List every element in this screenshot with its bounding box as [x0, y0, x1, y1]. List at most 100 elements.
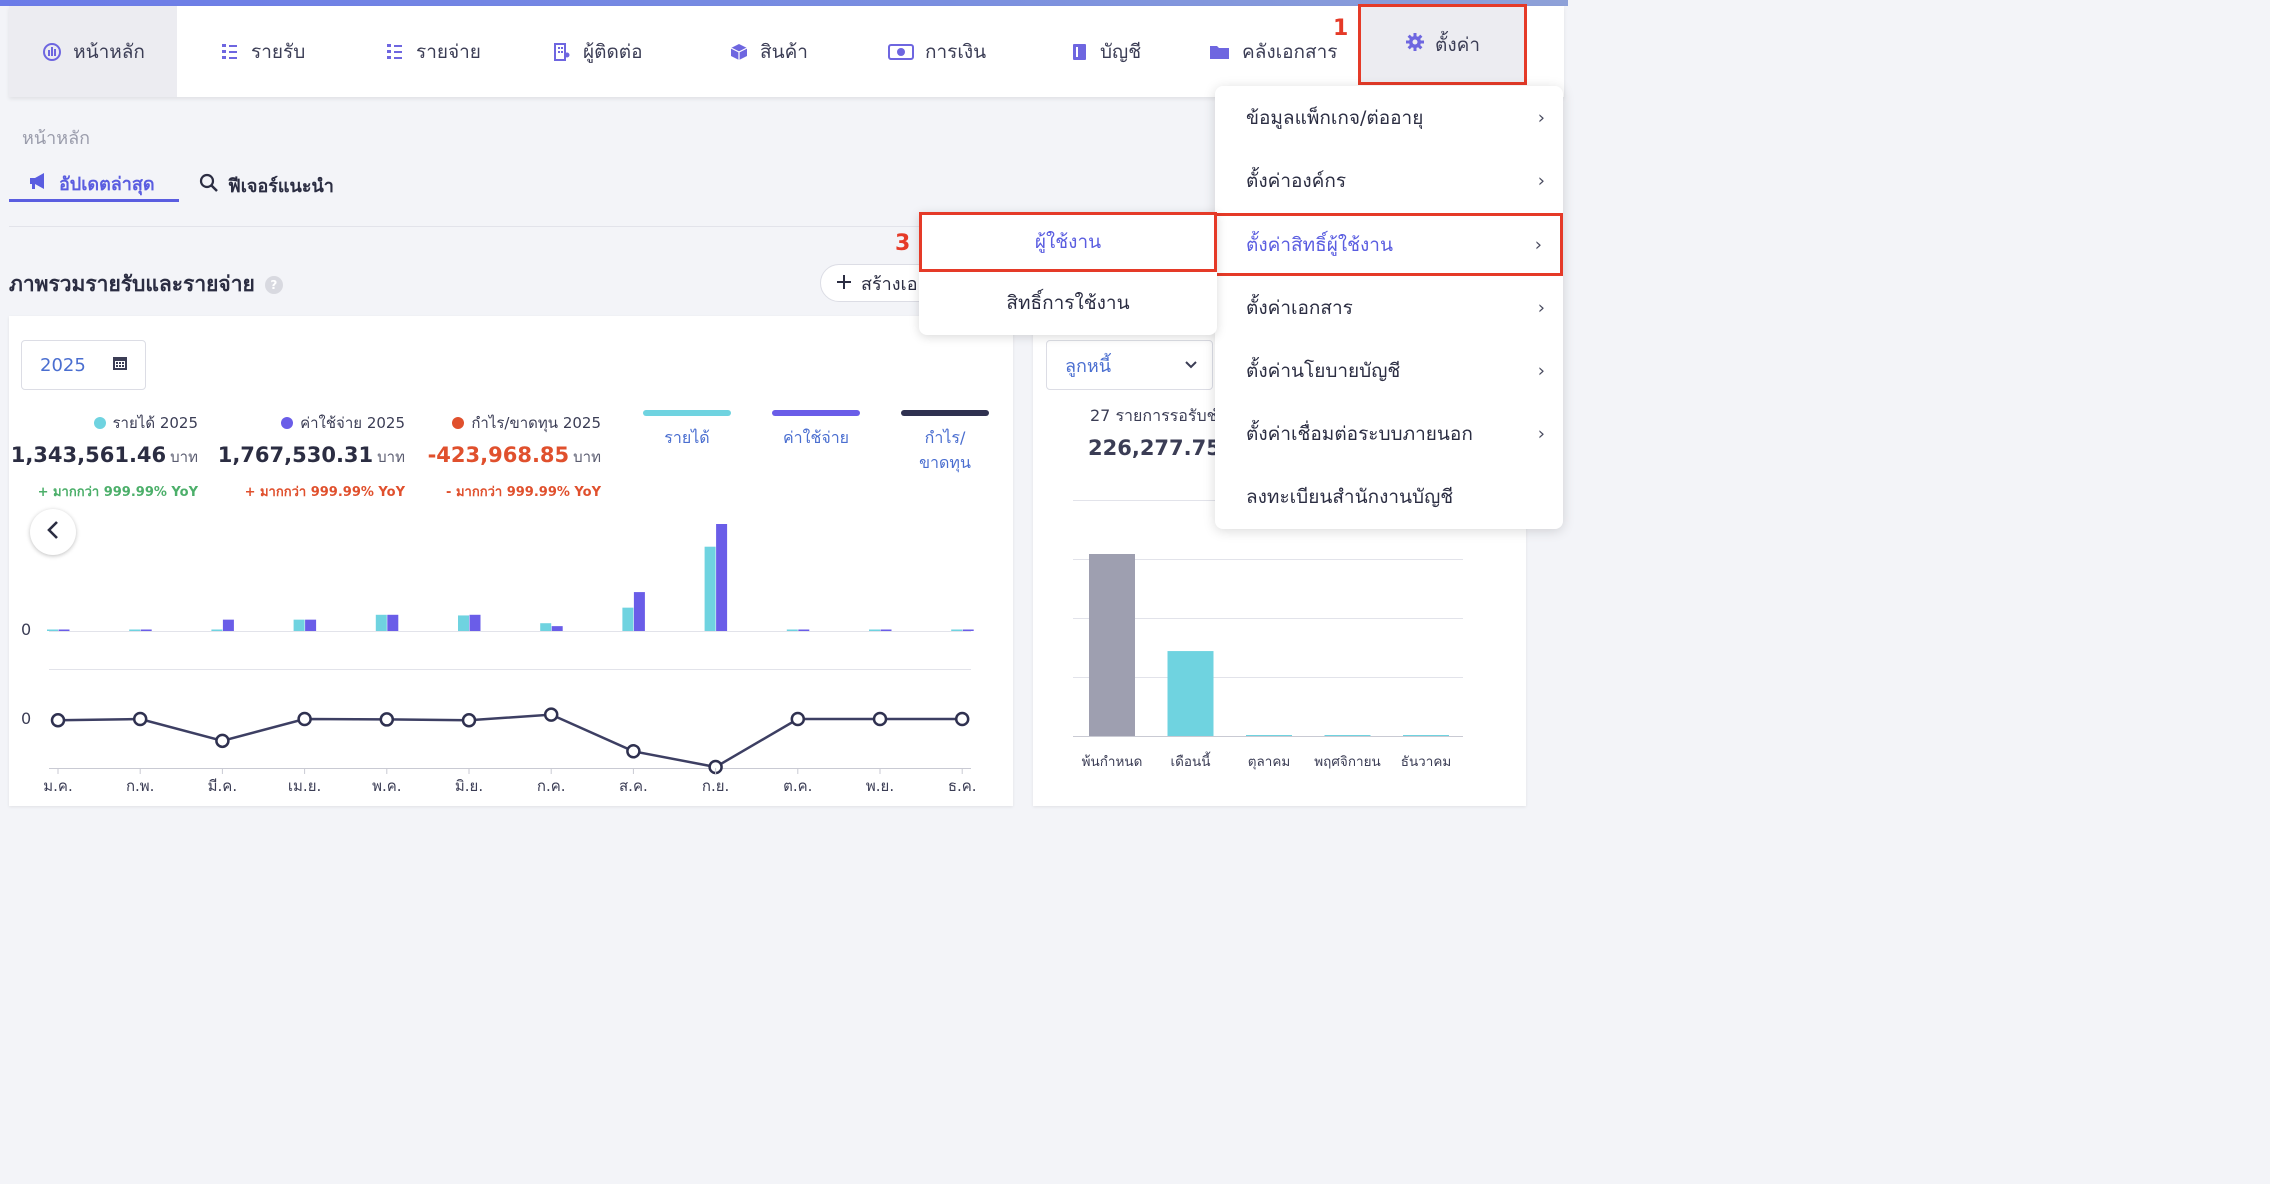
nav-item-contacts[interactable]: ผู้ติดต่อ: [551, 6, 643, 97]
chevron-right-icon: ›: [1537, 107, 1545, 128]
expense-value: 1,767,530.31: [217, 443, 374, 467]
receivable-type-select[interactable]: ลูกหนี้: [1046, 340, 1213, 390]
x-axis-tick-label: เม.ย.: [288, 777, 321, 795]
previous-year-button[interactable]: [30, 509, 76, 555]
nav-item-income[interactable]: รายรับ: [219, 6, 305, 97]
expense-bar: [469, 614, 481, 631]
expense-bar: [58, 629, 70, 631]
legend-profit-loss[interactable]: กำไร/ขาดทุน: [901, 410, 989, 476]
expense-bar: [222, 619, 234, 631]
income-bar: [375, 614, 387, 631]
x-axis-tick-label: ม.ค.: [43, 777, 72, 795]
section-divider: [9, 226, 1209, 227]
contacts-icon: [551, 41, 573, 63]
income-bar: [951, 629, 963, 631]
aging-x-tick-label: เดือนนี้: [1171, 751, 1211, 770]
x-axis-tick-label: ก.ค.: [537, 777, 566, 795]
stat-expense: ค่าใช้จ่าย 2025 1,767,530.31 บาท + มากกว่…: [217, 414, 405, 500]
income-yoy: + มากกว่า 999.99% YoY: [37, 485, 198, 500]
pending-receivables-text: 27 รายการรอรับชำระ: [1090, 406, 1216, 425]
menu-item-user-permissions[interactable]: ตั้งค่าสิทธิ์ผู้ใช้งาน ›: [1215, 213, 1563, 276]
income-bar: [786, 629, 798, 631]
chevron-right-icon: ›: [1537, 170, 1545, 191]
expense-bar: [880, 629, 892, 631]
x-axis-tick-label: มี.ค.: [208, 777, 237, 795]
profit-loss-point: [543, 707, 559, 722]
expense-bar: [551, 626, 563, 631]
bar-chart-y-tick-label: 0: [21, 620, 31, 639]
gear-icon: [1405, 32, 1425, 57]
nav-item-finance[interactable]: การเงิน: [887, 6, 986, 97]
profit-loss-point: [50, 713, 66, 728]
help-icon[interactable]: ?: [264, 275, 283, 294]
nav-item-label: รายรับ: [251, 40, 306, 63]
year-picker[interactable]: 2025: [21, 340, 146, 390]
submenu-item-users[interactable]: ผู้ใช้งาน: [919, 212, 1217, 272]
stat-profit-loss: กำไร/ขาดทุน 2025 -423,968.85 บาท - มากกว่…: [427, 414, 601, 500]
user-permissions-submenu: ผู้ใช้งาน สิทธิ์การใช้งาน: [919, 212, 1217, 335]
nav-item-label: ผู้ติดต่อ: [583, 40, 643, 63]
aging-bar: [1324, 735, 1371, 736]
nav-item-home[interactable]: หน้าหลัก: [9, 6, 177, 97]
x-axis-tick-label: ส.ค.: [619, 777, 648, 795]
main-nav: หน้าหลัก รายรับ รายจ่าย ผู้ติดต่อ สินค้า…: [9, 6, 1564, 97]
income-value: 1,343,561.46: [10, 443, 167, 467]
chevron-right-icon: ›: [1537, 360, 1545, 381]
aging-chart: พ้นกำหนด เดือนนี้ ตุลาคม พฤศจิกายน ธันวาคม: [1073, 500, 1463, 770]
chevron-down-icon: [1184, 355, 1198, 376]
nav-item-settings[interactable]: ตั้งค่า: [1358, 4, 1527, 85]
nav-item-documents[interactable]: คลังเอกสาร: [1208, 6, 1338, 97]
nav-item-label: สินค้า: [760, 40, 808, 63]
income-bar: [540, 623, 552, 631]
expense-bar: [962, 629, 974, 631]
expense-bar: [387, 614, 399, 631]
menu-item-package-renewal[interactable]: ข้อมูลแพ็กเกจ/ต่ออายุ ›: [1246, 106, 1545, 129]
menu-item-external-integrations[interactable]: ตั้งค่าเชื่อมต่อระบบภายนอก ›: [1246, 422, 1545, 445]
chevron-right-icon: ›: [1537, 297, 1545, 318]
line-chart-y-tick-label: 0: [21, 709, 31, 728]
aging-x-tick-label: พฤศจิกายน: [1314, 754, 1380, 770]
stat-income: รายได้ 2025 1,343,561.46 บาท + มากกว่า 99…: [10, 414, 198, 500]
income-bar: [211, 629, 223, 631]
legend-swatch: [643, 410, 731, 416]
income-bar: [704, 546, 716, 631]
income-bar: [869, 629, 880, 631]
money-icon: [887, 41, 915, 63]
tab-recommended-features[interactable]: ฟีเจอร์แนะนำ: [199, 168, 334, 202]
legend-income[interactable]: รายได้: [643, 410, 731, 451]
income-expense-overview-card: 2025 รายได้ 2025 1,343,561.46 บาท + มากกว…: [9, 316, 1013, 806]
chevron-right-icon: ›: [1534, 234, 1542, 255]
profit-loss-point: [297, 711, 312, 727]
expense-yoy: + มากกว่า 999.99% YoY: [244, 485, 405, 500]
income-bar: [47, 629, 58, 631]
x-axis-tick-label: ก.ย.: [702, 777, 729, 795]
aging-x-tick-label: ตุลาคม: [1248, 754, 1291, 770]
nav-item-products[interactable]: สินค้า: [728, 6, 808, 97]
menu-item-accounting-policy[interactable]: ตั้งค่านโยบายบัญชี ›: [1246, 359, 1545, 382]
submenu-item-access-rights[interactable]: สิทธิ์การใช้งาน: [1006, 292, 1130, 314]
nav-item-label: บัญชี: [1100, 40, 1142, 63]
aging-bar: [1089, 554, 1135, 736]
menu-item-organization-settings[interactable]: ตั้งค่าองค์กร ›: [1246, 169, 1545, 192]
x-axis-tick-label: พ.ค.: [372, 777, 401, 795]
income-bar: [293, 619, 305, 631]
expense-bar: [305, 619, 317, 631]
nav-item-accounting[interactable]: บัญชี: [1068, 6, 1141, 97]
expense-bar: [716, 524, 728, 631]
account-book-icon: [1068, 41, 1090, 63]
x-axis-tick-label: ต.ค.: [783, 777, 812, 795]
breadcrumb: หน้าหลัก: [22, 128, 91, 149]
menu-item-register-accounting-office[interactable]: ลงทะเบียนสำนักงานบัญชี: [1246, 485, 1454, 508]
menu-item-document-settings[interactable]: ตั้งค่าเอกสาร ›: [1246, 296, 1545, 319]
profit-loss-point: [379, 712, 395, 727]
top-accent-strip: [0, 0, 1568, 6]
calendar-icon: [112, 355, 128, 376]
nav-item-expense[interactable]: รายจ่าย: [384, 6, 481, 97]
aging-x-tick-label: พ้นกำหนด: [1082, 754, 1143, 770]
tab-latest-updates[interactable]: อัปเดตล่าสุด: [9, 168, 179, 202]
annotation-step-1: 1: [1333, 16, 1349, 41]
profit-loss-point: [790, 711, 806, 727]
annotation-step-3: 3: [895, 231, 911, 256]
profit-loss-point: [461, 713, 477, 728]
legend-expense[interactable]: ค่าใช้จ่าย: [772, 410, 860, 451]
